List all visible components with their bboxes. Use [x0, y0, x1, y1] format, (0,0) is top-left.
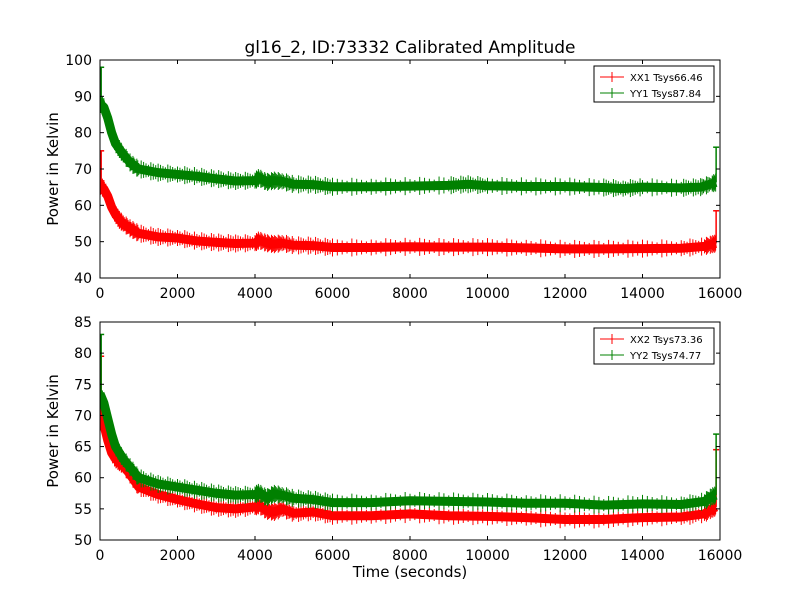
x-tick-label: 0 — [96, 548, 105, 564]
x-tick-label: 16000 — [698, 548, 743, 564]
legend: XX1 Tsys66.46 YY1 Tsys87.84 — [593, 65, 715, 103]
x-tick-label: 14000 — [620, 286, 665, 302]
x-tick-label: 14000 — [620, 548, 665, 564]
x-tick-label: 4000 — [237, 286, 273, 302]
x-tick-label: 2000 — [160, 548, 196, 564]
y-tick-label: 60 — [74, 471, 92, 487]
series-2-errorbars — [100, 95, 717, 198]
x-tick-label: 4000 — [237, 548, 273, 564]
y-tick-label: 75 — [74, 377, 92, 393]
x-tick-label: 6000 — [315, 286, 351, 302]
y-tick-label: 90 — [74, 89, 92, 105]
y-tick-label: 80 — [74, 346, 92, 362]
x-tick-label: 12000 — [543, 286, 588, 302]
x-axis-label: Time (seconds) — [352, 563, 468, 581]
y-tick-label: 50 — [74, 533, 92, 549]
x-tick-label: 2000 — [160, 286, 196, 302]
figure-title: gl16_2, ID:73332 Calibrated Amplitude — [245, 38, 576, 58]
legend-label: XX1 Tsys66.46 — [630, 73, 703, 84]
y-axis-label: Power in Kelvin — [44, 374, 62, 488]
x-tick-label: 0 — [96, 286, 105, 302]
y-tick-label: 80 — [74, 126, 92, 142]
bottom-plot: 0 2000 4000 6000 8000 10000 12000 14000 16000 50 5… — [44, 315, 742, 581]
x-tick-label: 12000 — [543, 548, 588, 564]
y-tick-label: 85 — [74, 315, 92, 331]
y-tick-label: 100 — [65, 53, 92, 69]
series-1-errorbars — [100, 176, 717, 258]
legend-label: XX2 Tsys73.36 — [630, 335, 703, 346]
y-tick-label: 55 — [74, 502, 92, 518]
series-2-errorbars — [100, 385, 717, 514]
x-tick-label: 10000 — [465, 548, 510, 564]
x-tick-label: 10000 — [465, 286, 510, 302]
legend-label: YY2 Tsys74.77 — [629, 351, 701, 362]
y-tick-label: 70 — [74, 162, 92, 178]
y-tick-label: 70 — [74, 408, 92, 424]
x-tick-label: 16000 — [698, 286, 743, 302]
y-tick-label: 65 — [74, 440, 92, 456]
y-tick-label: 50 — [74, 235, 92, 251]
x-tick-label: 8000 — [392, 286, 428, 302]
legend-box — [593, 65, 715, 103]
top-plot: 0 2000 4000 6000 8000 10000 12000 14000 16000 40 5… — [44, 53, 742, 302]
legend-box — [593, 327, 715, 365]
x-tick-label: 8000 — [392, 548, 428, 564]
y-axis-label: Power in Kelvin — [44, 112, 62, 226]
y-tick-label: 60 — [74, 198, 92, 214]
legend: XX2 Tsys73.36 YY2 Tsys74.77 — [593, 327, 715, 365]
x-tick-label: 6000 — [315, 548, 351, 564]
y-tick-label: 40 — [74, 271, 92, 287]
legend-label: YY1 Tsys87.84 — [629, 89, 701, 100]
